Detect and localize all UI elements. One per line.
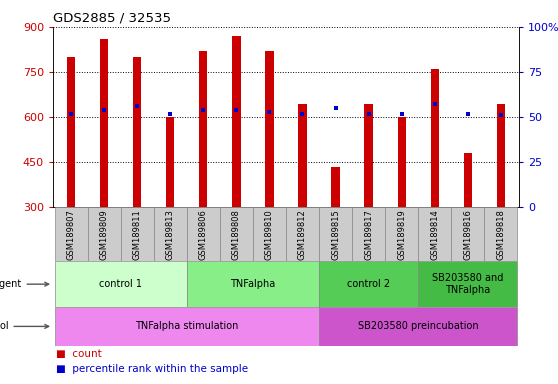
Bar bbox=[133, 57, 141, 207]
Point bbox=[430, 101, 439, 108]
Bar bbox=[464, 153, 472, 207]
Bar bbox=[319, 307, 517, 346]
Point bbox=[463, 111, 472, 117]
Point bbox=[232, 107, 241, 113]
Bar bbox=[55, 261, 187, 307]
Text: GSM189815: GSM189815 bbox=[331, 209, 340, 260]
Point bbox=[298, 111, 307, 117]
Point bbox=[166, 111, 175, 117]
Bar bbox=[265, 51, 273, 207]
Bar bbox=[397, 117, 406, 207]
Text: ■  percentile rank within the sample: ■ percentile rank within the sample bbox=[56, 364, 248, 374]
Bar bbox=[497, 104, 505, 207]
Bar bbox=[364, 104, 373, 207]
Bar bbox=[484, 207, 517, 261]
Text: GSM189817: GSM189817 bbox=[364, 209, 373, 260]
Bar bbox=[199, 51, 208, 207]
Text: GSM189816: GSM189816 bbox=[463, 209, 472, 260]
Text: SB203580 preincubation: SB203580 preincubation bbox=[358, 321, 478, 331]
Text: GSM189811: GSM189811 bbox=[133, 209, 142, 260]
Text: GSM189814: GSM189814 bbox=[430, 209, 439, 260]
Point bbox=[265, 109, 274, 115]
Bar bbox=[88, 207, 121, 261]
Text: GSM189819: GSM189819 bbox=[397, 209, 406, 260]
Bar bbox=[166, 117, 175, 207]
Text: GSM189807: GSM189807 bbox=[67, 209, 76, 260]
Text: GSM189808: GSM189808 bbox=[232, 209, 241, 260]
Text: GDS2885 / 32535: GDS2885 / 32535 bbox=[53, 11, 171, 24]
Bar bbox=[187, 207, 220, 261]
Text: GSM189812: GSM189812 bbox=[298, 209, 307, 260]
Point bbox=[496, 112, 505, 118]
Bar bbox=[187, 261, 319, 307]
Text: GSM189813: GSM189813 bbox=[166, 209, 175, 260]
Text: control 2: control 2 bbox=[347, 279, 390, 289]
Text: ■  count: ■ count bbox=[56, 349, 102, 359]
Bar bbox=[55, 307, 319, 346]
Bar bbox=[253, 207, 286, 261]
Text: TNFalpha: TNFalpha bbox=[230, 279, 276, 289]
Bar bbox=[232, 36, 240, 207]
Bar bbox=[451, 207, 484, 261]
Text: protocol: protocol bbox=[0, 321, 49, 331]
Point bbox=[67, 111, 76, 117]
Bar bbox=[67, 57, 75, 207]
Bar bbox=[319, 261, 418, 307]
Bar bbox=[418, 261, 517, 307]
Bar bbox=[319, 207, 352, 261]
Text: GSM189809: GSM189809 bbox=[100, 209, 109, 260]
Bar bbox=[286, 207, 319, 261]
Text: SB203580 and
TNFalpha: SB203580 and TNFalpha bbox=[432, 273, 503, 295]
Point bbox=[199, 107, 208, 113]
Bar bbox=[220, 207, 253, 261]
Point bbox=[364, 111, 373, 117]
Text: control 1: control 1 bbox=[99, 279, 142, 289]
Bar bbox=[121, 207, 154, 261]
Bar bbox=[100, 39, 108, 207]
Point bbox=[397, 111, 406, 117]
Bar bbox=[385, 207, 418, 261]
Bar bbox=[299, 104, 307, 207]
Text: GSM189806: GSM189806 bbox=[199, 209, 208, 260]
Bar bbox=[418, 207, 451, 261]
Bar bbox=[331, 167, 340, 207]
Bar bbox=[55, 207, 88, 261]
Bar bbox=[352, 207, 385, 261]
Point bbox=[133, 103, 142, 109]
Point bbox=[331, 105, 340, 111]
Point bbox=[100, 107, 109, 113]
Bar bbox=[431, 69, 439, 207]
Bar bbox=[154, 207, 187, 261]
Text: GSM189810: GSM189810 bbox=[265, 209, 274, 260]
Text: TNFalpha stimulation: TNFalpha stimulation bbox=[135, 321, 238, 331]
Text: GSM189818: GSM189818 bbox=[496, 209, 505, 260]
Text: agent: agent bbox=[0, 279, 49, 289]
